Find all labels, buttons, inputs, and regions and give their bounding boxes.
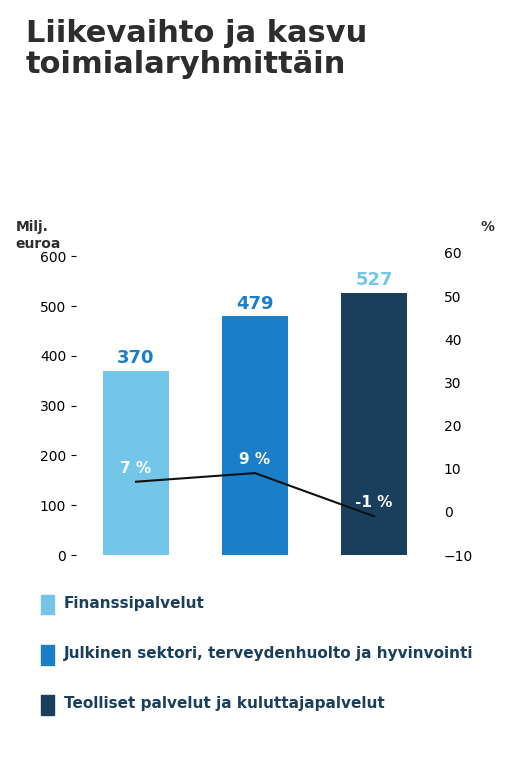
Text: 9 %: 9 % — [239, 452, 270, 467]
Text: Milj.
euroa: Milj. euroa — [15, 220, 61, 251]
Text: -1 %: -1 % — [355, 495, 392, 510]
Text: 527: 527 — [355, 271, 392, 289]
Text: Teolliset palvelut ja kuluttajapalvelut: Teolliset palvelut ja kuluttajapalvelut — [64, 696, 384, 712]
Text: toimialaryhmittäin: toimialaryhmittäin — [25, 50, 345, 79]
Text: %: % — [480, 220, 494, 234]
Text: 7 %: 7 % — [120, 461, 151, 476]
Bar — [222, 316, 287, 555]
Text: Julkinen sektori, terveydenhuolto ja hyvinvointi: Julkinen sektori, terveydenhuolto ja hyv… — [64, 646, 472, 662]
Text: Finanssipalvelut: Finanssipalvelut — [64, 596, 204, 611]
Text: 370: 370 — [117, 349, 154, 367]
Text: 479: 479 — [236, 295, 273, 313]
Bar — [103, 371, 168, 555]
Bar — [341, 292, 406, 555]
Text: Liikevaihto ja kasvu: Liikevaihto ja kasvu — [25, 19, 366, 49]
